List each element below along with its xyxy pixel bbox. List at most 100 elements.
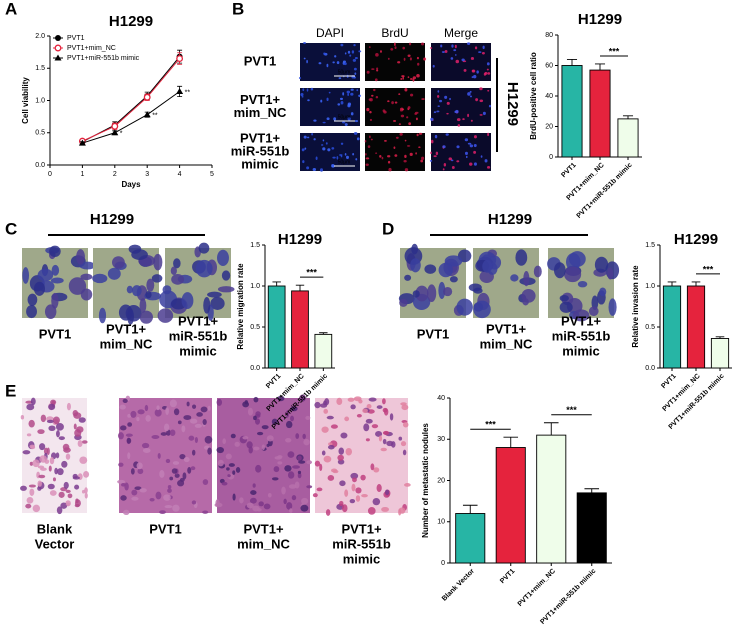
cell: [315, 156, 318, 161]
cell: [190, 418, 198, 424]
cell: [379, 154, 382, 158]
cell: [172, 504, 180, 512]
cell: [98, 307, 107, 324]
cell: [48, 465, 52, 472]
cell: [349, 498, 356, 504]
cell: [370, 138, 373, 141]
cell: [443, 286, 453, 297]
cell: [177, 479, 185, 487]
cell: [336, 397, 343, 406]
x-tick-label: 4: [178, 171, 182, 178]
micrograph: [214, 394, 313, 514]
cell: [366, 107, 370, 112]
cell: [473, 74, 477, 79]
cell: [393, 42, 396, 46]
significance-label: ***: [566, 405, 577, 415]
cell: [374, 78, 378, 82]
cell: [376, 484, 382, 492]
x-tick-label: Blank Vector: [441, 568, 476, 603]
cell: [56, 506, 63, 515]
cell: [239, 497, 244, 504]
cell: [356, 137, 360, 141]
cell: [366, 404, 372, 409]
bar: [662, 285, 682, 369]
cell: [349, 54, 352, 57]
y-tick-label: 0.0: [35, 162, 45, 169]
cell: [378, 435, 383, 442]
cell: [313, 119, 317, 122]
cell: [354, 72, 357, 75]
cell: [288, 484, 297, 489]
cell: [394, 154, 398, 157]
cell: [159, 470, 165, 478]
cell: [333, 117, 337, 121]
cell: [365, 163, 369, 166]
cell: [290, 406, 298, 412]
bar: [495, 447, 526, 564]
caption: PVT1+: [341, 521, 382, 536]
micrograph: [20, 397, 90, 515]
cell: [463, 68, 467, 72]
series-line: [82, 58, 180, 142]
cell: [252, 483, 256, 488]
cell: [423, 57, 427, 61]
cell: [347, 92, 350, 97]
cell: [323, 52, 326, 56]
cell: [400, 402, 407, 406]
micrograph: [429, 132, 491, 171]
column-header: Merge: [444, 26, 478, 40]
cell: [52, 416, 60, 425]
cell: [456, 145, 460, 149]
cell: [352, 58, 357, 62]
cell: [157, 308, 174, 323]
cell: [246, 502, 254, 509]
cell: [433, 155, 437, 158]
cell: [332, 156, 336, 159]
cell: [559, 294, 569, 302]
cell: [171, 274, 185, 285]
y-axis-label: Cell viability: [21, 77, 30, 124]
cell: [120, 495, 127, 501]
cell: [164, 423, 170, 432]
cell: [434, 134, 438, 139]
cell: [263, 503, 271, 510]
cell: [412, 290, 420, 298]
micrograph: [364, 132, 425, 172]
cell: [416, 56, 419, 60]
cell: [398, 436, 403, 441]
cell: [118, 304, 133, 321]
marker: [176, 55, 184, 63]
cell: [221, 481, 228, 486]
cell: [344, 489, 349, 497]
cell: [475, 98, 479, 102]
y-tick-label: 1.5: [645, 242, 655, 249]
cell: [202, 479, 209, 485]
cell: [32, 504, 41, 513]
cell: [336, 61, 340, 65]
cell: [136, 417, 140, 422]
cell: [389, 413, 394, 421]
cell: [137, 468, 144, 475]
cell: [318, 62, 322, 65]
cell: [482, 45, 485, 50]
cell: [478, 51, 482, 53]
y-tick-label: 0: [549, 154, 553, 161]
cell: [253, 415, 257, 421]
cell: [214, 502, 223, 508]
cell: [323, 408, 329, 414]
cell: [331, 163, 335, 168]
cell: [328, 91, 331, 94]
cell: [285, 410, 290, 418]
cell: [486, 68, 489, 71]
cell: [361, 494, 368, 498]
significance-label: **: [152, 113, 158, 120]
cell: [351, 50, 355, 54]
marker: [111, 122, 119, 130]
cell: [373, 88, 376, 92]
cell: [52, 477, 56, 482]
cell: [60, 502, 68, 509]
bar: [291, 290, 309, 369]
cell: [202, 510, 209, 514]
cell: [399, 132, 403, 136]
